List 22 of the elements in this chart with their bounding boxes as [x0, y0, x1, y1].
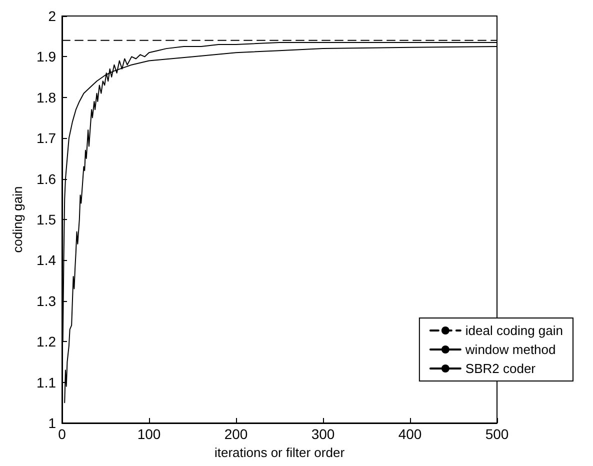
y-tick-label: 1.7: [36, 130, 56, 146]
y-tick-label: 2: [48, 8, 56, 24]
y-tick-label: 1.4: [36, 252, 56, 268]
y-tick-label: 1.1: [36, 374, 56, 390]
y-tick-label: 1: [48, 415, 56, 431]
x-tick-label: 100: [137, 426, 161, 442]
y-tick-label: 1.3: [36, 292, 56, 309]
y-tick-label: 1.5: [36, 212, 56, 228]
x-tick-label: 400: [398, 426, 422, 442]
x-tick-label: 200: [224, 426, 248, 442]
y-axis-title: coding gain: [10, 186, 25, 253]
x-tick-label: 0: [58, 426, 66, 442]
legend-label: SBR2 coder: [465, 361, 536, 376]
legend-label: window method: [464, 342, 556, 357]
y-tick-label: 1.2: [36, 334, 56, 350]
y-tick-label: 1.8: [36, 89, 56, 106]
x-axis-title: iterations or filter order: [214, 444, 346, 460]
x-tick-label: 300: [311, 426, 335, 442]
y-tick-label: 1.9: [36, 48, 56, 65]
legend-label: ideal coding gain: [465, 323, 563, 338]
y-tick-label: 1.6: [36, 170, 56, 187]
x-tick-label: 500: [485, 426, 509, 442]
